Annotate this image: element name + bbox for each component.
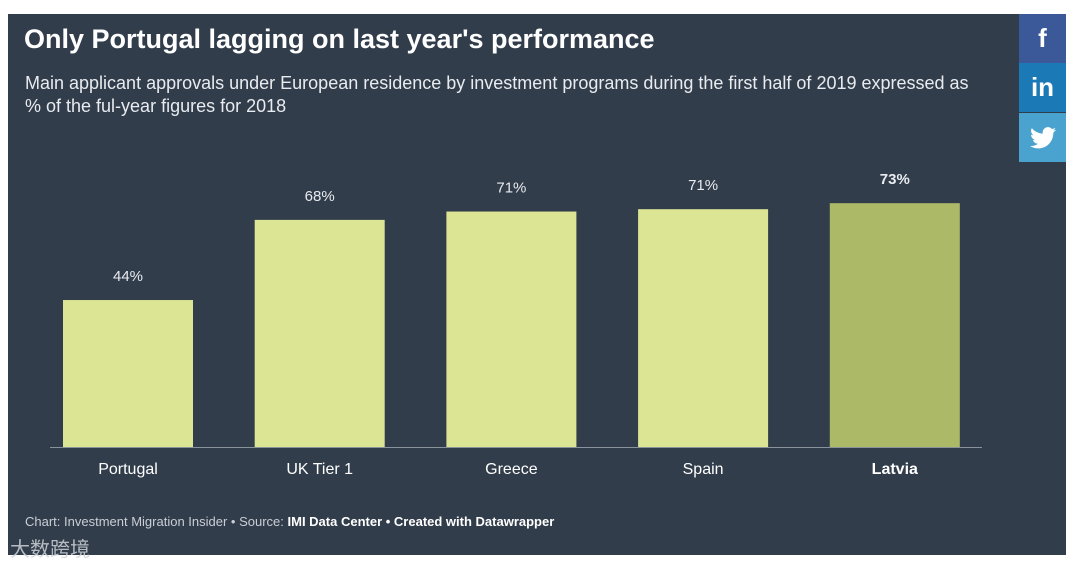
linkedin-icon: in [1030,72,1055,102]
twitter-share-button[interactable] [1019,113,1066,162]
data-label: 44% [113,268,143,285]
x-tick-label: Spain [683,461,724,478]
linkedin-share-button[interactable]: in [1019,63,1066,112]
bar-greece [446,211,577,447]
facebook-share-button[interactable]: f [1019,14,1066,63]
x-tick-label: Latvia [872,461,918,478]
x-tick-label: Greece [485,461,538,478]
twitter-icon [1029,126,1056,148]
bar-latvia [829,203,960,447]
chart-subtitle: Main applicant approvals under European … [25,73,969,116]
facebook-icon: f [1038,23,1047,53]
footer-source-link[interactable]: IMI Data Center [287,514,383,529]
footer-datawrapper: • Created with Datawrapper [382,514,555,529]
watermark-text: 大数跨境 [10,539,90,561]
data-label: 71% [496,180,526,197]
chart-footer: Chart: Investment Migration Insider • So… [25,514,554,529]
bar-portugal [63,300,193,447]
data-label: 68% [305,188,335,205]
chart-title: Only Portugal lagging on last year's per… [24,24,655,54]
data-label: 73% [880,171,910,188]
bar-uk-tier-1 [254,219,385,447]
bar-spain [638,209,769,447]
watermark-logo: 大数跨境 [10,533,90,562]
x-tick-label: Portugal [98,461,158,478]
data-label: 71% [688,177,718,194]
x-tick-label: UK Tier 1 [286,461,353,478]
footer-credit: Chart: Investment Migration Insider • So… [25,514,288,529]
